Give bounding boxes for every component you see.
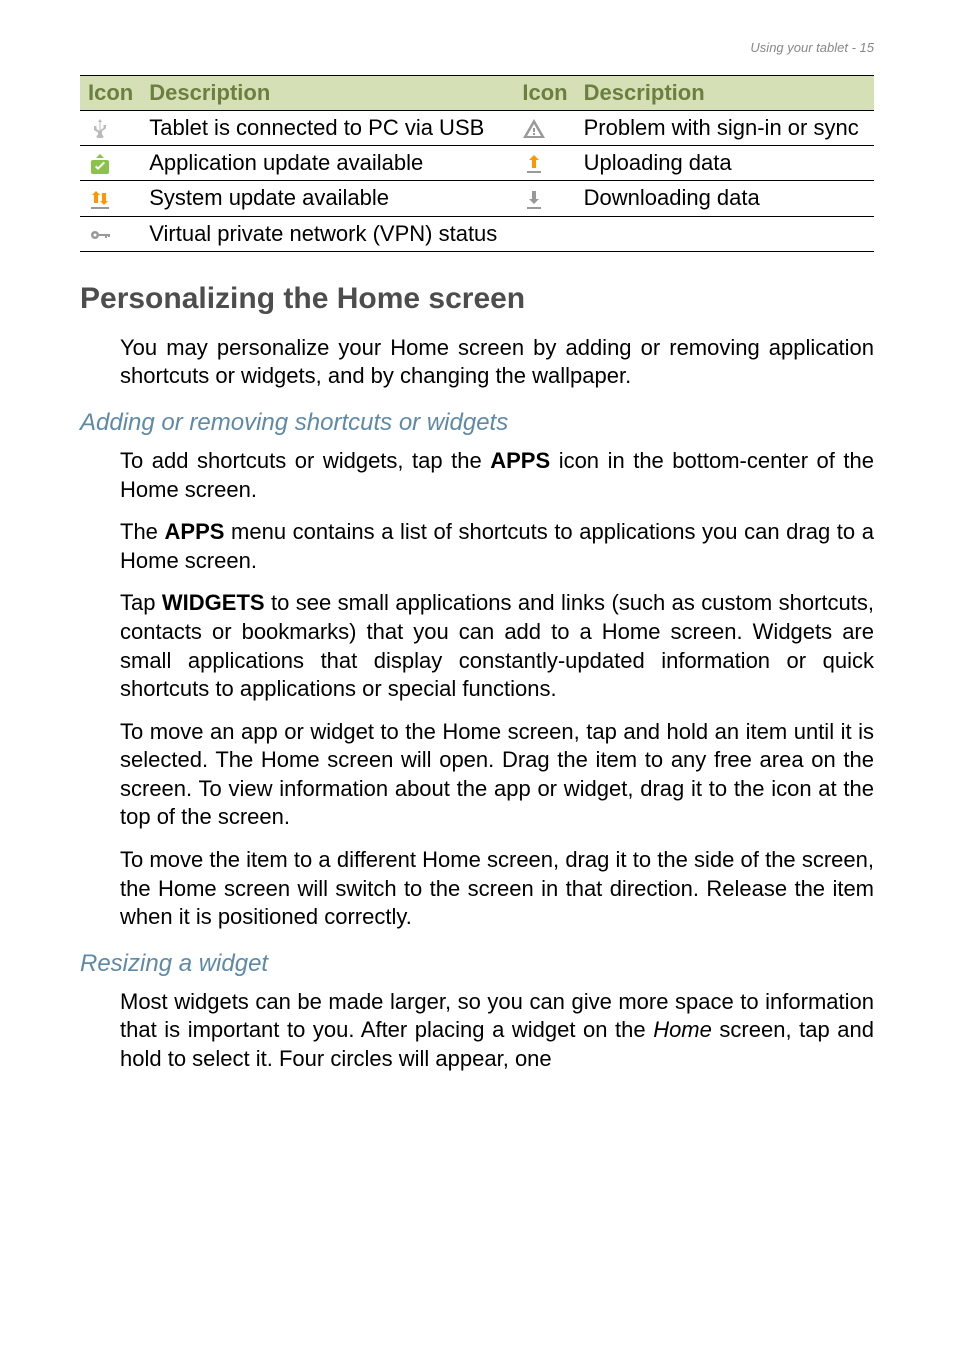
download-icon [522, 188, 546, 212]
sys-update-icon [88, 188, 112, 212]
bold-span: APPS [490, 448, 550, 473]
warning-icon-cell [514, 111, 575, 146]
upload-icon [522, 152, 546, 176]
subsection-heading-1: Adding or removing shortcuts or widgets [80, 409, 874, 437]
desc-cell: Downloading data [576, 181, 874, 216]
page-header: Using your tablet - 15 [80, 40, 874, 55]
table-row: Tablet is connected to PC via USB Proble… [80, 111, 874, 146]
usb-icon [88, 117, 112, 141]
sys-update-icon-cell [80, 181, 141, 216]
text-span: Tap [120, 590, 162, 615]
usb-icon-cell [80, 111, 141, 146]
body-paragraph: Most widgets can be made larger, so you … [80, 988, 874, 1074]
body-paragraph: To add shortcuts or widgets, tap the APP… [80, 447, 874, 504]
text-span: menu contains a list of shortcuts to app… [120, 519, 874, 573]
section-heading: Personalizing the Home screen [80, 282, 874, 316]
upload-icon-cell [514, 146, 575, 181]
text-span: The [120, 519, 165, 544]
vpn-icon-cell [80, 216, 141, 251]
desc-cell: Problem with sign-in or sync [576, 111, 874, 146]
desc-cell: System update available [141, 181, 514, 216]
col-icon-2: Icon [514, 76, 575, 111]
body-paragraph: To move an app or widget to the Home scr… [80, 718, 874, 832]
icon-description-table: Icon Description Icon Description Tablet… [80, 75, 874, 252]
desc-cell: Uploading data [576, 146, 874, 181]
empty-cell [576, 216, 874, 251]
desc-cell: Tablet is connected to PC via USB [141, 111, 514, 146]
text-span: To add shortcuts or widgets, tap the [120, 448, 490, 473]
desc-cell: Virtual private network (VPN) status [141, 216, 514, 251]
empty-cell [514, 216, 575, 251]
download-icon-cell [514, 181, 575, 216]
col-desc-1: Description [141, 76, 514, 111]
app-update-icon [88, 152, 112, 176]
col-icon-1: Icon [80, 76, 141, 111]
italic-span: Home [653, 1017, 712, 1042]
table-row: System update available Downloading data [80, 181, 874, 216]
desc-cell: Application update available [141, 146, 514, 181]
body-paragraph: The APPS menu contains a list of shortcu… [80, 518, 874, 575]
bold-span: WIDGETS [162, 590, 265, 615]
section-intro: You may personalize your Home screen by … [80, 334, 874, 391]
body-paragraph: To move the item to a different Home scr… [80, 846, 874, 932]
table-row: Application update available Uploading d… [80, 146, 874, 181]
warning-icon [522, 117, 546, 141]
app-update-icon-cell [80, 146, 141, 181]
body-paragraph: Tap WIDGETS to see small applications an… [80, 589, 874, 703]
subsection-heading-2: Resizing a widget [80, 950, 874, 978]
col-desc-2: Description [576, 76, 874, 111]
vpn-key-icon [88, 223, 112, 247]
table-row: Virtual private network (VPN) status [80, 216, 874, 251]
bold-span: APPS [165, 519, 225, 544]
